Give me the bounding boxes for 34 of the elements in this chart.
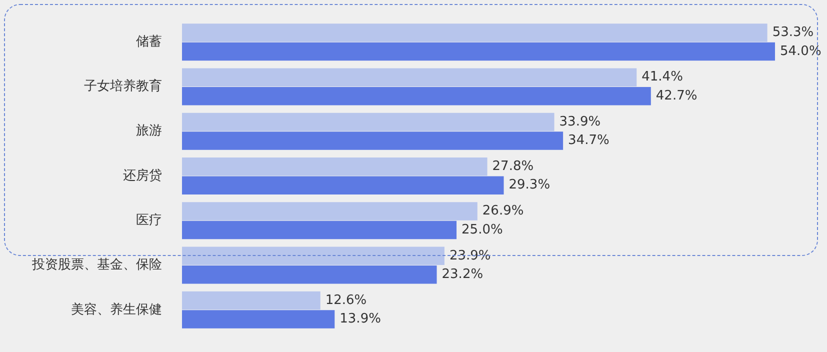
bar [182,246,444,265]
bar [182,158,488,176]
bar [182,42,775,61]
bar [182,176,504,194]
data-label: 25.0% [462,222,503,238]
y-tick-label: 旅游 [136,124,162,139]
bar [182,112,554,132]
data-label: 33.9% [559,114,601,130]
bar [182,87,651,106]
bar [182,68,637,86]
bar [182,266,437,284]
bar [182,132,564,150]
bar [182,24,768,42]
data-label: 26.9% [482,204,524,219]
data-label: 27.8% [492,159,534,174]
data-label: 29.3% [508,178,550,193]
data-label: 13.9% [340,312,381,327]
data-label: 53.3% [772,25,814,40]
bar [182,220,457,240]
y-tick-label: 子女培养教育 [84,78,162,94]
bar [182,291,320,310]
data-label: 12.6% [325,292,367,308]
data-label: 41.4% [642,70,683,85]
y-tick-label: 美容、养生保健 [71,301,162,318]
data-label: 42.7% [656,88,698,104]
y-tick-label: 投资股票、基金、保险 [31,258,162,273]
bar [182,310,335,328]
data-label: 34.7% [568,133,610,148]
y-tick-label: 医疗 [136,213,162,228]
data-label: 54.0% [780,44,822,59]
y-tick-label: 还房贷 [123,167,162,184]
y-tick-label: 储蓄 [136,34,162,50]
data-label: 23.2% [442,267,484,282]
bar [182,202,478,220]
